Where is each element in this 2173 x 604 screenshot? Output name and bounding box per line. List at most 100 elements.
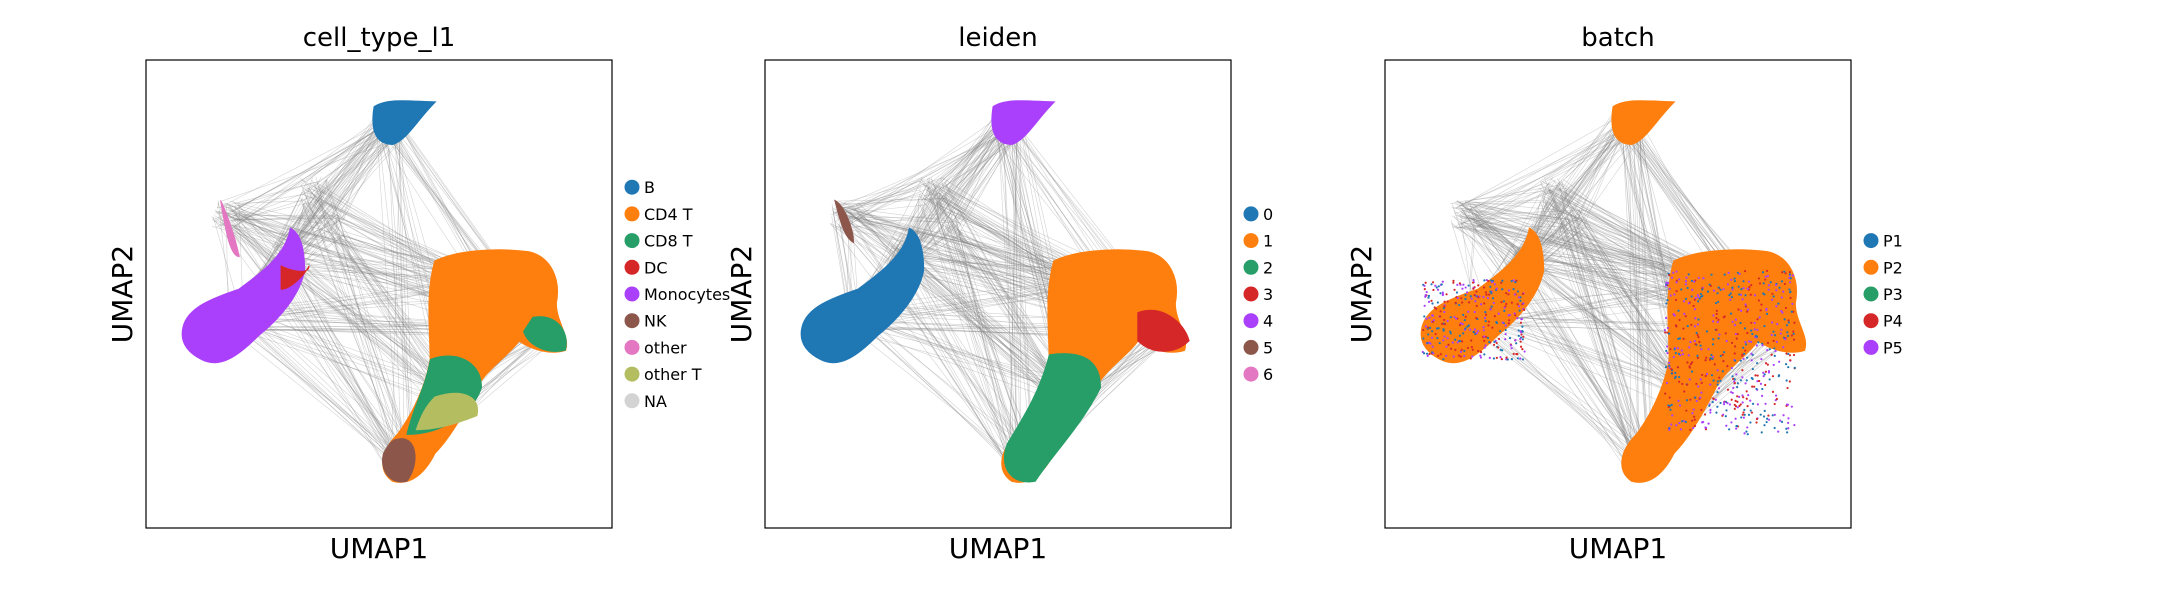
point — [1686, 399, 1688, 401]
point — [1483, 286, 1485, 288]
point — [1748, 340, 1750, 342]
point — [1666, 299, 1668, 301]
point — [1475, 290, 1477, 292]
point — [1439, 342, 1441, 344]
point — [1702, 277, 1704, 279]
point — [1520, 330, 1522, 332]
point — [1715, 302, 1717, 304]
point — [1707, 422, 1709, 424]
point — [1758, 299, 1760, 301]
point — [1678, 422, 1680, 424]
point — [1774, 334, 1776, 336]
point — [1689, 341, 1691, 343]
point — [1519, 310, 1521, 312]
cluster-overlay — [1138, 310, 1189, 351]
point — [1740, 360, 1742, 362]
point — [1768, 284, 1770, 286]
point — [1758, 380, 1760, 382]
point — [1675, 281, 1677, 283]
point — [1511, 347, 1513, 349]
point — [1700, 296, 1702, 298]
point — [1678, 278, 1680, 280]
point — [1777, 302, 1779, 304]
point — [1511, 280, 1513, 282]
point — [1424, 305, 1426, 307]
point — [1761, 395, 1763, 397]
point — [1691, 295, 1693, 297]
point — [1505, 333, 1507, 335]
point — [1791, 311, 1793, 313]
point — [1765, 371, 1767, 373]
point — [1680, 288, 1682, 290]
point — [1763, 424, 1765, 426]
point — [1715, 329, 1717, 331]
point — [1503, 310, 1505, 312]
point — [1666, 345, 1668, 347]
point — [1688, 354, 1690, 356]
point — [1760, 414, 1762, 416]
point — [1712, 338, 1714, 340]
point — [1704, 426, 1706, 428]
point — [1505, 357, 1507, 359]
point — [1717, 319, 1719, 321]
legend-marker — [625, 233, 640, 248]
point — [1675, 270, 1677, 272]
point — [1740, 294, 1742, 296]
point — [1702, 421, 1704, 423]
point — [1700, 348, 1702, 350]
point — [1742, 280, 1744, 282]
point — [1752, 378, 1754, 380]
point — [1668, 274, 1670, 276]
point — [1488, 341, 1490, 343]
point — [1671, 277, 1673, 279]
point — [1685, 315, 1687, 317]
point — [1701, 374, 1703, 376]
point — [1471, 355, 1473, 357]
point — [1470, 357, 1472, 359]
point — [1461, 301, 1463, 303]
point — [1780, 332, 1782, 334]
point — [1731, 367, 1733, 369]
point — [1746, 426, 1748, 428]
point — [1732, 387, 1734, 389]
legend-label: P4 — [1883, 312, 1903, 331]
point — [1736, 425, 1738, 427]
legend-marker — [625, 287, 640, 302]
point — [1772, 391, 1774, 393]
point — [1769, 348, 1771, 350]
point — [1793, 322, 1795, 324]
point — [1697, 357, 1699, 359]
point — [1673, 313, 1675, 315]
point — [1729, 403, 1731, 405]
point — [1777, 431, 1779, 433]
point — [1695, 383, 1697, 385]
point — [1751, 411, 1753, 413]
point — [1734, 280, 1736, 282]
point — [1730, 292, 1732, 294]
point — [1432, 346, 1434, 348]
point — [1752, 368, 1754, 370]
point — [1514, 281, 1516, 283]
point — [1746, 379, 1748, 381]
point — [1484, 311, 1486, 313]
point — [1694, 419, 1696, 421]
point — [1492, 297, 1494, 299]
point — [1482, 296, 1484, 298]
legend-label: B — [644, 178, 655, 197]
point — [1509, 337, 1511, 339]
point — [1706, 373, 1708, 375]
legend-marker — [1864, 260, 1879, 275]
point — [1748, 414, 1750, 416]
point — [1491, 306, 1493, 308]
point — [1694, 325, 1696, 327]
point — [1793, 354, 1795, 356]
point — [1771, 354, 1773, 356]
point — [1677, 400, 1679, 402]
point — [1767, 342, 1769, 344]
point — [1787, 366, 1789, 368]
point — [1671, 372, 1673, 374]
point — [1523, 309, 1525, 311]
point — [1501, 358, 1503, 360]
point — [1745, 305, 1747, 307]
point — [1521, 326, 1523, 328]
